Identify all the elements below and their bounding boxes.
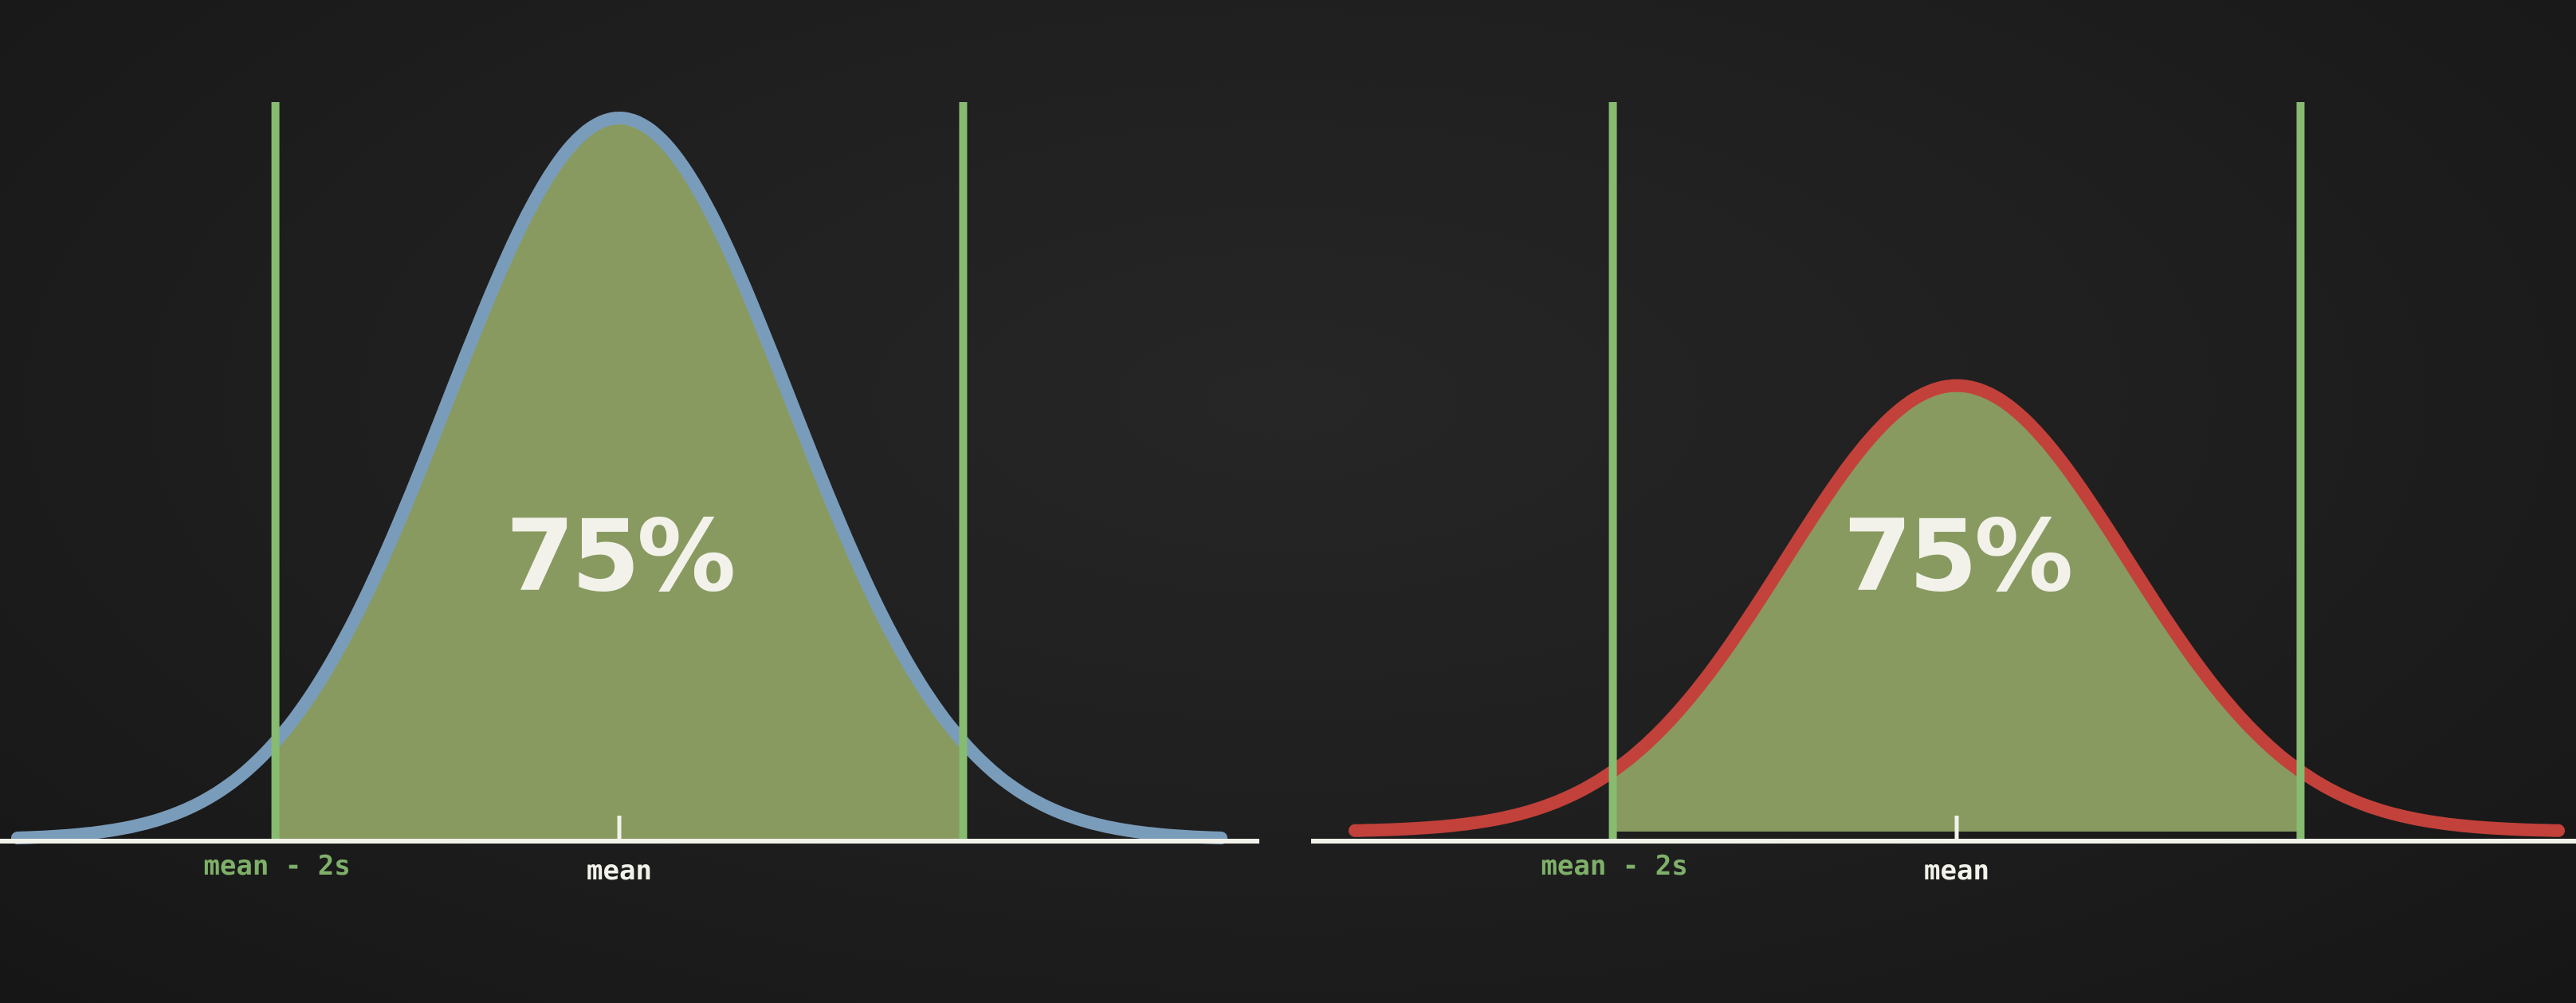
right-distribution-curve	[1349, 379, 2565, 837]
right-percent-annotation: 75%	[1844, 499, 2071, 614]
right-mean-label: mean	[1924, 855, 1989, 887]
left-percent-annotation: 75%	[506, 499, 734, 614]
right-distribution-panel: 75% mean - 2s mean	[1311, 102, 2576, 887]
left-distribution-curve	[11, 112, 1227, 844]
right-mean-minus-2s-label: mean - 2s	[1541, 850, 1687, 882]
left-mean-minus-2s-label: mean - 2s	[203, 850, 350, 882]
left-distribution-panel: 75% mean - 2s mean	[0, 102, 1259, 887]
left-shaded-area	[275, 118, 964, 840]
left-mean-label: mean	[587, 855, 652, 887]
right-shaded-area	[1612, 385, 2301, 832]
